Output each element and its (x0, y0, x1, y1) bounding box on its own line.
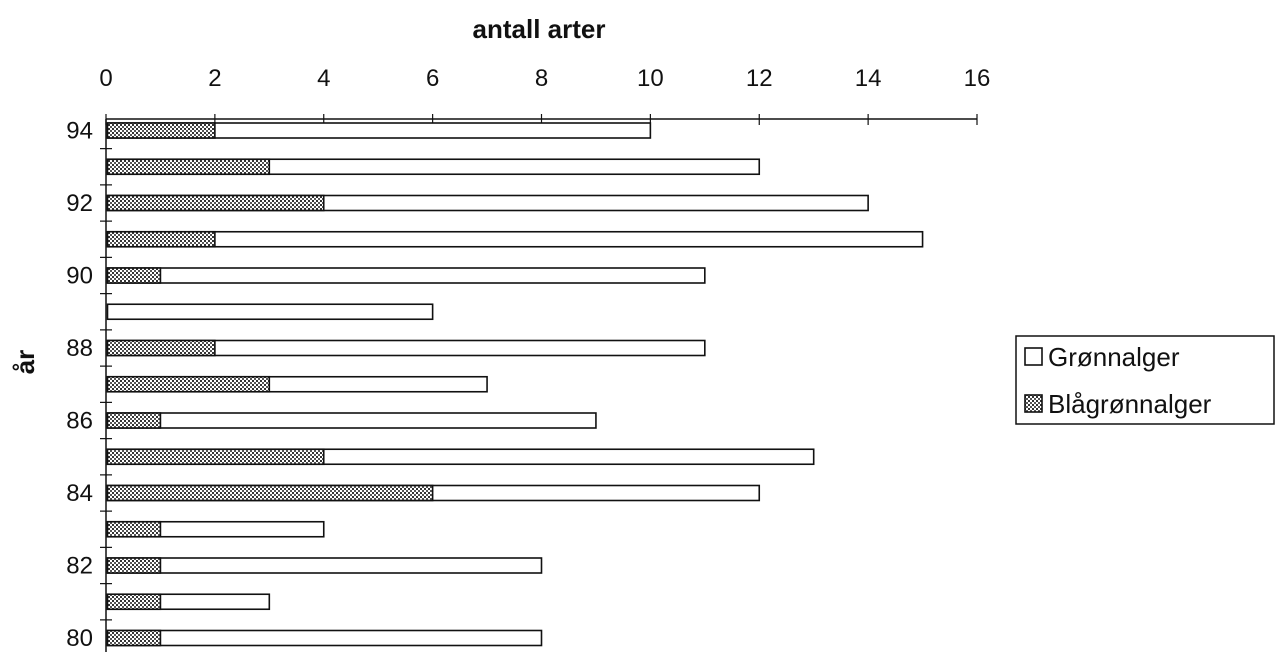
x-tick-label: 6 (426, 65, 439, 92)
legend-swatch (1024, 347, 1043, 366)
x-tick-label: 2 (208, 65, 221, 92)
bar-gronnalger (106, 629, 543, 647)
bar-blagronnalger (106, 412, 162, 429)
x-tick-label: 4 (317, 65, 330, 92)
y-tick-label: 94 (66, 118, 93, 145)
x-axis: 0 2 4 6 8 10 12 14 16 (99, 65, 990, 125)
bar-group-91 (106, 230, 924, 248)
bar-group-81 (106, 593, 271, 611)
bar-blagronnalger (106, 593, 162, 611)
y-tick-label: 92 (66, 190, 93, 217)
bar-group-94 (106, 122, 652, 139)
bar-group-83 (106, 520, 325, 538)
y-tick-label: 90 (66, 263, 93, 290)
bar-gronnalger (106, 267, 706, 284)
y-tick-label: 88 (66, 335, 93, 362)
legend-swatch (1024, 394, 1043, 413)
bar-blagronnalger (106, 230, 216, 248)
bar-group-88 (106, 339, 706, 357)
y-axis-title: år (10, 350, 40, 375)
legend: Grønnalger Blågrønnalger (1015, 335, 1275, 425)
bar-group-90 (106, 267, 706, 284)
bar-group-87 (106, 375, 488, 393)
bar-blagronnalger (106, 448, 325, 466)
bar-group-86 (106, 412, 597, 429)
bar-blagronnalger (106, 484, 434, 502)
y-tick-label: 82 (66, 553, 93, 580)
bar-blagronnalger (106, 267, 162, 284)
bar-blagronnalger (106, 122, 216, 139)
bar-blagronnalger (106, 375, 271, 393)
x-tick-label: 0 (99, 65, 112, 92)
x-axis-title: antall arter (473, 14, 606, 44)
legend-label: Blågrønnalger (1048, 389, 1212, 419)
legend-label: Grønnalger (1048, 342, 1180, 372)
y-tick-label: 86 (66, 408, 93, 435)
bar-blagronnalger (106, 629, 162, 647)
legend-box (1015, 335, 1275, 425)
bar-blagronnalger (106, 158, 271, 176)
bar-blagronnalger (106, 194, 325, 212)
bar-group-93 (106, 158, 761, 176)
bar-group-85 (106, 448, 815, 466)
bar-group-82 (106, 557, 543, 574)
bar-gronnalger (106, 412, 597, 429)
x-tick-label: 10 (637, 65, 664, 92)
bar-gronnalger (106, 303, 434, 321)
bar-group-92 (106, 194, 869, 212)
x-tick-label: 8 (535, 65, 548, 92)
bar-group-89 (106, 303, 434, 321)
bar-blagronnalger (106, 520, 162, 538)
bar-group-80 (106, 629, 543, 647)
bar-gronnalger (106, 557, 543, 574)
x-tick-label: 12 (746, 65, 773, 92)
bar-blagronnalger (106, 339, 216, 357)
y-tick-label: 84 (66, 480, 93, 507)
bar-blagronnalger (106, 557, 162, 574)
bars (106, 122, 924, 647)
y-tick-label: 80 (66, 625, 93, 652)
bar-group-84 (106, 484, 761, 502)
x-tick-label: 16 (964, 65, 991, 92)
y-axis: 80 82 84 86 88 90 92 94 (66, 118, 112, 652)
bar-gronnalger (106, 230, 924, 248)
x-tick-label: 14 (855, 65, 882, 92)
